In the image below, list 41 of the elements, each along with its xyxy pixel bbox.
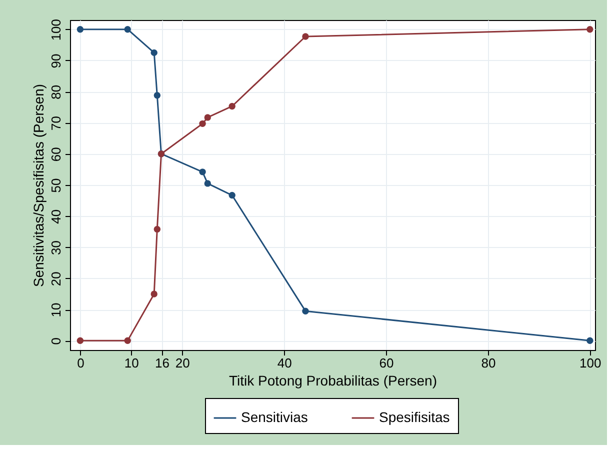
point	[124, 26, 131, 33]
x-tick-label: 100	[580, 356, 602, 370]
y-tick-label: 80	[48, 84, 64, 100]
legend-label: Spesifisitas	[379, 409, 450, 425]
y-tick-label: 20	[48, 272, 64, 286]
x-tick-label: 10	[124, 356, 139, 370]
y-tick-label: 40	[48, 209, 64, 224]
y-tick-label: 90	[48, 54, 64, 68]
point	[76, 337, 84, 344]
y-tick-label: 10	[48, 302, 64, 318]
point	[586, 337, 594, 344]
y-axis-title: Sensitivitas/Spesifisitas (Persen)	[30, 84, 46, 288]
legend-label: Sensitivias	[241, 409, 308, 425]
point	[204, 180, 211, 187]
x-axis-title: Titik Potong Probabilitas (Persen)	[228, 372, 438, 388]
point	[150, 49, 158, 56]
point	[228, 192, 236, 199]
point	[76, 26, 84, 33]
point	[302, 308, 309, 314]
point	[154, 92, 161, 99]
point	[154, 226, 161, 233]
y-tick-label: 70	[48, 116, 64, 130]
point	[204, 114, 211, 121]
y-tick-label: 60	[48, 147, 64, 162]
x-tick-label: 40	[277, 356, 292, 370]
y-tick-label: 100	[48, 18, 64, 41]
x-tick-label: 16	[155, 356, 170, 370]
x-tick-label: 80	[481, 356, 496, 370]
y-tick-label: 0	[48, 338, 64, 345]
point	[199, 168, 206, 176]
x-tick-label: 20	[175, 356, 190, 370]
point	[124, 337, 131, 344]
x-tick-label: 0	[77, 356, 84, 370]
y-tick-label: 50	[48, 178, 64, 193]
point	[586, 26, 594, 33]
point	[302, 33, 309, 40]
y-tick-label: 30	[48, 240, 64, 255]
point	[228, 102, 236, 110]
x-tick-label: 60	[379, 356, 394, 370]
point	[199, 120, 206, 128]
point	[150, 290, 158, 298]
